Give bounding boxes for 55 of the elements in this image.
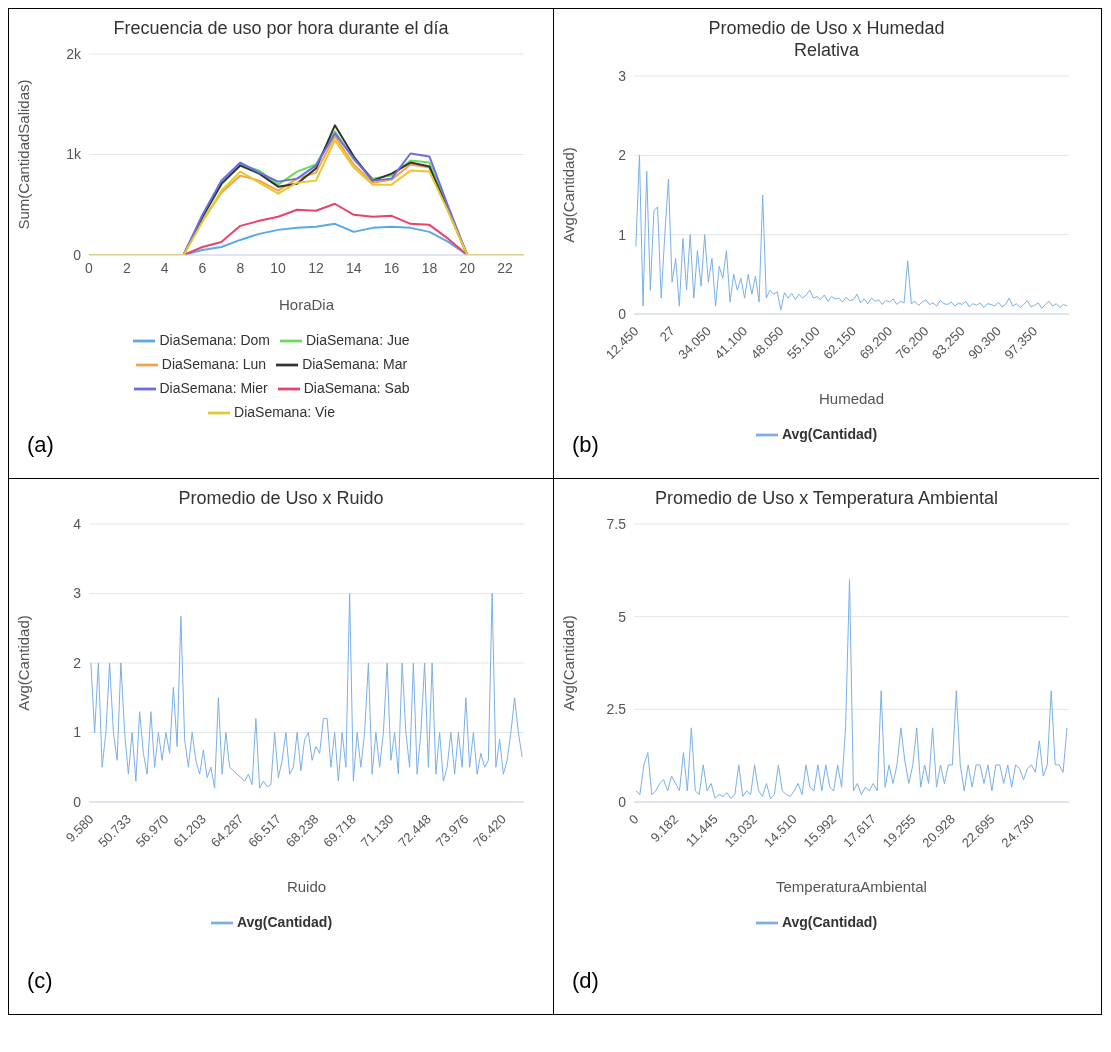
y-tick-label: 1: [618, 226, 627, 243]
y-axis-title: Avg(Cantidad): [15, 615, 33, 711]
y-tick-label: 2.5: [606, 701, 627, 718]
legend-label: DiaSemana: Dom: [159, 332, 270, 348]
x-tick-label: 27: [656, 323, 678, 345]
y-tick-label: 2k: [66, 45, 82, 62]
x-tick-label: 8: [236, 259, 245, 276]
x-tick-label: 6: [198, 259, 207, 276]
x-axis-title: HoraDia: [278, 296, 335, 313]
y-axis-title: Avg(Cantidad): [560, 615, 578, 711]
x-axis-title: TemperaturaAmbiental: [776, 878, 927, 895]
x-tick-label: 16: [383, 259, 400, 276]
y-axis-title: Sum(CantidadSalidas): [15, 79, 33, 230]
text: (d): [572, 968, 599, 994]
y-tick-label: 2: [73, 654, 82, 671]
y-tick-label: 3: [618, 67, 627, 84]
x-tick-label: 10: [270, 259, 287, 276]
legend-label: DiaSemana: Mar: [302, 356, 408, 372]
legend-label: DiaSemana: Sab: [303, 380, 410, 396]
x-tick-label: 14: [345, 259, 362, 276]
y-tick-label: 0: [618, 793, 627, 810]
y-tick-label: 4: [73, 515, 82, 532]
y-tick-label: 1: [73, 724, 82, 741]
legend-label: DiaSemana: Jue: [305, 332, 410, 348]
text: (a): [27, 432, 54, 458]
y-tick-label: 3: [73, 585, 82, 602]
y-tick-label: 2: [618, 147, 627, 164]
legend-label: Avg(Cantidad): [781, 426, 878, 442]
text: (c): [27, 968, 53, 994]
x-axis-title: Ruido: [286, 878, 327, 895]
x-tick-label: 20: [459, 259, 476, 276]
y-axis-title: Avg(Cantidad): [560, 147, 578, 243]
legend-label: Avg(Cantidad): [236, 914, 333, 930]
y-tick-label: 0: [618, 305, 627, 322]
x-tick-label: 2: [122, 259, 131, 276]
chart-title: Promedio de Uso x Ruido: [177, 487, 385, 509]
legend-label: DiaSemana: Vie: [234, 404, 335, 420]
chart-title: Frecuencia de uso por hora durante el día: [112, 17, 450, 39]
x-tick-label: 0: [85, 259, 94, 276]
y-tick-label: 0: [73, 793, 82, 810]
x-tick-label: 18: [421, 259, 438, 276]
x-tick-label: 22: [497, 259, 514, 276]
legend-label: Avg(Cantidad): [781, 914, 878, 930]
chart-title: Promedio de Uso x Temperatura Ambiental: [654, 487, 999, 509]
legend-label: DiaSemana: Lun: [161, 356, 267, 372]
y-tick-label: 7.5: [606, 515, 627, 532]
x-tick-label: 4: [160, 259, 169, 276]
y-tick-label: 5: [618, 608, 627, 625]
x-tick-label: 12: [308, 259, 324, 276]
text: (b): [572, 432, 599, 458]
legend-label: DiaSemana: Mier: [159, 380, 268, 396]
x-axis-title: Humedad: [818, 390, 885, 407]
chart-title: Promedio de Uso x Humedad Relativa: [707, 17, 946, 61]
y-tick-label: 1k: [66, 146, 82, 163]
y-tick-label: 0: [73, 246, 82, 263]
